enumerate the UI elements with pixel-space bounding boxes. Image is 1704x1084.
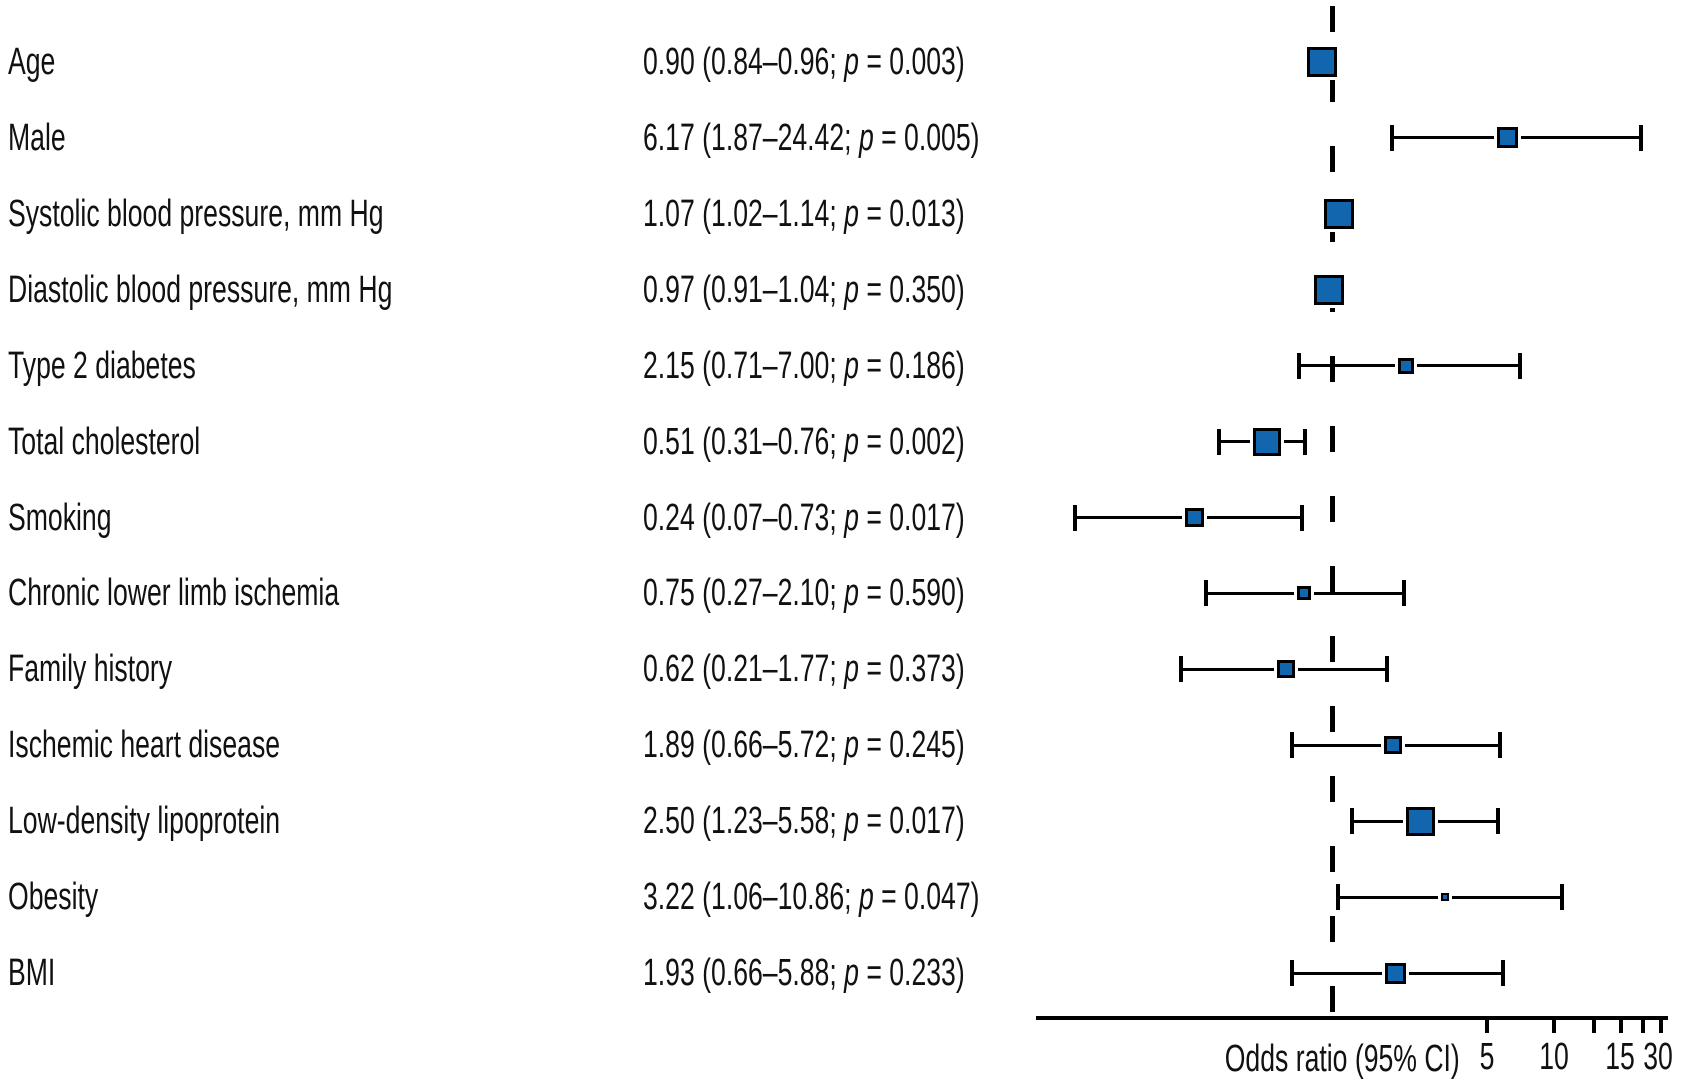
or-marker — [1384, 736, 1403, 755]
x-axis-tick — [1552, 1020, 1557, 1033]
row-value: 2.50 (1.23–5.58; p = 0.017) — [643, 800, 965, 843]
or-marker — [1385, 962, 1407, 984]
ci-cap-high — [1496, 808, 1501, 835]
row-label: Total cholesterol — [8, 420, 201, 463]
row-value: 1.07 (1.02–1.14; p = 0.013) — [643, 192, 965, 235]
ci-cap-high — [1299, 504, 1304, 531]
row-value: 1.89 (0.66–5.72; p = 0.245) — [643, 724, 965, 767]
ci-cap-low — [1289, 732, 1294, 759]
x-axis-tick-label: 30 — [1643, 1036, 1673, 1078]
or-marker — [1323, 198, 1354, 229]
row-value: 0.97 (0.91–1.04; p = 0.350) — [643, 268, 965, 311]
row-value: 0.62 (0.21–1.77; p = 0.373) — [643, 648, 965, 691]
row-label: Age — [8, 41, 56, 83]
ci-cap-high — [1401, 580, 1406, 607]
row-label: BMI — [8, 952, 56, 995]
ci-cap-high — [1560, 884, 1565, 911]
ci-cap-high — [1498, 732, 1503, 759]
or-marker — [1314, 274, 1345, 305]
row-label: Type 2 diabetes — [8, 344, 196, 387]
row-value: 1.93 (0.66–5.88; p = 0.233) — [643, 952, 965, 995]
row-value: 3.22 (1.06–10.86; p = 0.047) — [643, 876, 980, 919]
ci-cap-low — [1289, 960, 1294, 987]
row-label: Family history — [8, 648, 173, 691]
row-value: 0.75 (0.27–2.10; p = 0.590) — [643, 572, 965, 615]
ci-cap-high — [1638, 124, 1643, 151]
ci-cap-high — [1303, 428, 1308, 455]
or-marker — [1252, 427, 1281, 456]
row-value: 0.90 (0.84–0.96; p = 0.003) — [643, 41, 965, 83]
ci-whisker — [1337, 895, 1563, 899]
row-value: 2.15 (0.71–7.00; p = 0.186) — [643, 344, 965, 387]
row-value: 0.24 (0.07–0.73; p = 0.017) — [643, 496, 965, 539]
ci-cap-low — [1203, 580, 1208, 607]
row-label: Obesity — [8, 876, 99, 919]
row-label: Smoking — [8, 496, 112, 539]
or-marker — [1397, 357, 1414, 374]
row-label: Male — [8, 116, 66, 159]
x-axis-tick — [1485, 1020, 1490, 1033]
ci-cap-low — [1390, 124, 1395, 151]
or-marker — [1276, 660, 1295, 679]
or-marker — [1184, 508, 1204, 528]
ci-cap-low — [1335, 884, 1340, 911]
x-axis-tick — [1658, 1020, 1663, 1033]
x-axis-tick-label: 15 — [1605, 1036, 1635, 1078]
row-label: Diastolic blood pressure, mm Hg — [8, 268, 393, 311]
row-label: Ischemic heart disease — [8, 724, 281, 767]
x-axis-title: Odds ratio (95% CI) — [1224, 1038, 1460, 1080]
ci-cap-low — [1216, 428, 1221, 455]
or-marker — [1440, 893, 1449, 902]
ci-cap-high — [1501, 960, 1506, 987]
or-marker — [1306, 47, 1337, 77]
ci-cap-high — [1517, 352, 1522, 379]
x-axis-tick-label: 5 — [1479, 1036, 1495, 1078]
x-axis-tick — [1591, 1020, 1596, 1033]
or-marker — [1406, 806, 1435, 836]
reference-line-or-1 — [1329, 6, 1335, 1032]
or-marker — [1297, 586, 1312, 601]
row-value: 0.51 (0.31–0.76; p = 0.002) — [643, 420, 965, 463]
ci-cap-high — [1385, 656, 1390, 683]
ci-cap-low — [1349, 808, 1354, 835]
row-value: 6.17 (1.87–24.42; p = 0.005) — [643, 116, 980, 159]
row-label: Chronic lower limb ischemia — [8, 572, 340, 615]
x-axis-tick — [1640, 1020, 1645, 1033]
ci-cap-low — [1179, 656, 1184, 683]
ci-cap-low — [1073, 504, 1078, 531]
x-axis-tick — [1619, 1020, 1624, 1033]
x-axis-line — [1036, 1016, 1668, 1020]
x-axis-tick-label: 10 — [1539, 1036, 1569, 1078]
ci-cap-low — [1296, 352, 1301, 379]
or-marker — [1497, 127, 1519, 149]
row-label: Systolic blood pressure, mm Hg — [8, 192, 384, 235]
row-label: Low-density lipoprotein — [8, 800, 281, 843]
